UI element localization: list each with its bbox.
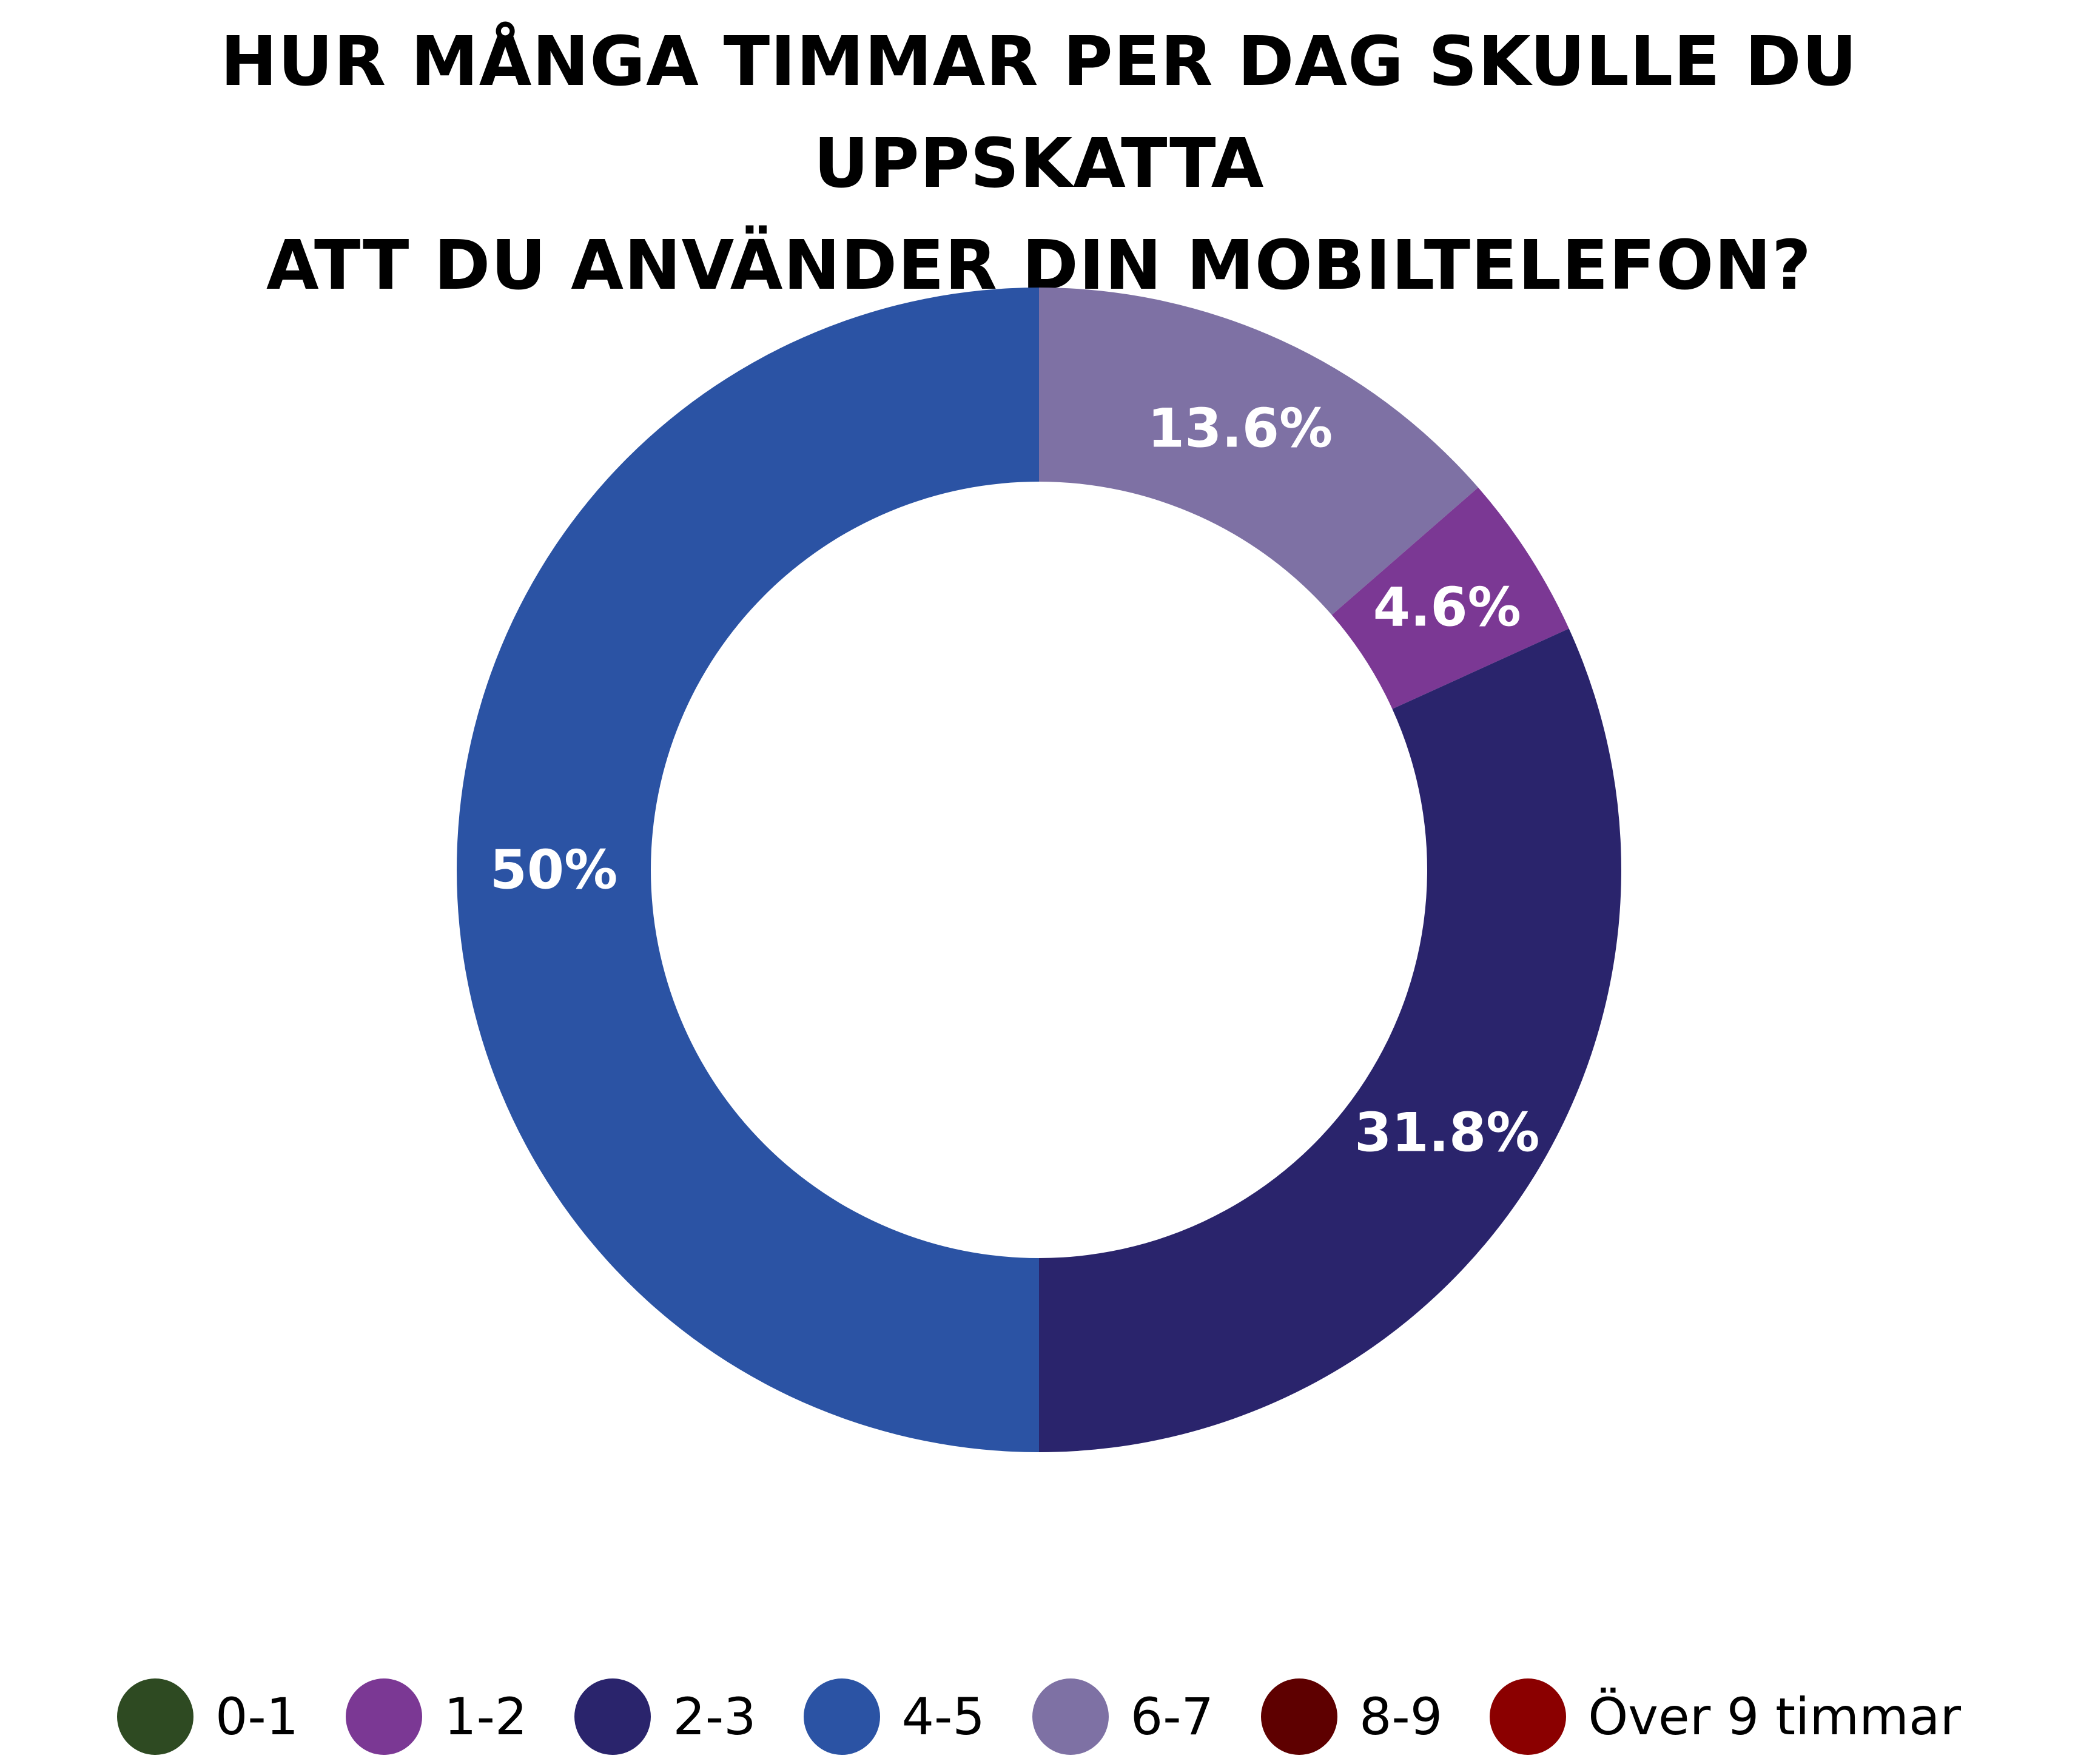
legend-item-6-7: 6-7	[1032, 1678, 1214, 1755]
data-label-4-5: 50%	[490, 839, 618, 901]
legend-item-4-5: 4-5	[803, 1678, 985, 1755]
legend-label: 0-1	[215, 1687, 299, 1746]
legend-label: 6-7	[1130, 1687, 1214, 1746]
legend-label: 1-2	[444, 1687, 528, 1746]
legend-item-Över 9 timmar: Över 9 timmar	[1490, 1678, 1961, 1755]
slice-1-2	[1331, 487, 1569, 709]
legend-swatch-icon	[346, 1678, 423, 1755]
chart-title: HUR MÅNGA TIMMAR PER DAG SKULLE DU UPPSK…	[0, 11, 2078, 317]
legend-swatch-icon	[116, 1678, 193, 1755]
data-label-6-7: 13.6%	[1148, 397, 1333, 459]
chart-title-line-1: HUR MÅNGA TIMMAR PER DAG SKULLE DU UPPSK…	[220, 22, 1858, 203]
legend-label: Över 9 timmar	[1588, 1687, 1962, 1746]
data-label-2-3: 31.8%	[1354, 1101, 1539, 1163]
legend-swatch-icon	[803, 1678, 880, 1755]
legend-label: 4-5	[901, 1687, 985, 1746]
legend-label: 8-9	[1359, 1687, 1443, 1746]
data-label-1-2: 4.6%	[1373, 576, 1521, 639]
slice-4-5	[457, 288, 1039, 1452]
legend-swatch-icon	[1032, 1678, 1109, 1755]
legend-label: 2-3	[673, 1687, 756, 1746]
legend-swatch-icon	[1260, 1678, 1337, 1755]
donut-slices	[457, 288, 1622, 1452]
donut-data-labels: 13.6% 4.6% 31.8% 50%	[490, 397, 1540, 1163]
legend-item-8-9: 8-9	[1260, 1678, 1443, 1755]
legend-item-1-2: 1-2	[346, 1678, 527, 1755]
legend-swatch-icon	[1490, 1678, 1567, 1755]
slice-6-7	[1039, 288, 1479, 615]
legend: 0-1 1-2 2-3 4-5 6-7 8-9 Över 9 timmar	[0, 1674, 2078, 1759]
slice-2-3	[1039, 628, 1622, 1452]
legend-item-2-3: 2-3	[574, 1678, 756, 1755]
legend-item-0-1: 0-1	[116, 1678, 299, 1755]
legend-swatch-icon	[574, 1678, 651, 1755]
